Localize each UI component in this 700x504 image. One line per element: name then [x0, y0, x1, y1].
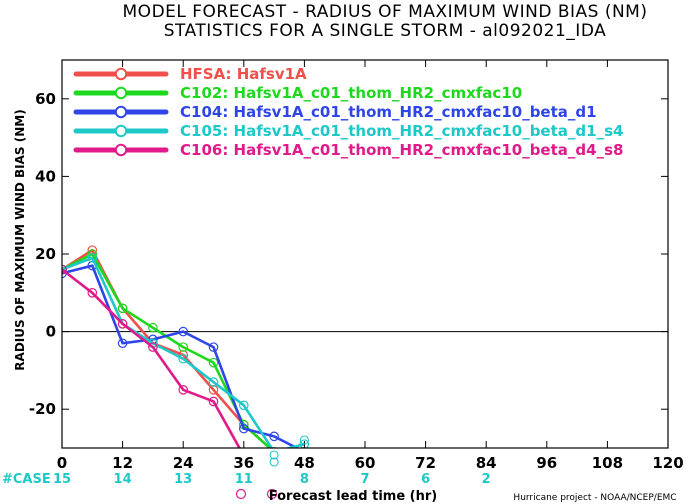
x-tick-label: 48	[294, 454, 315, 472]
legend-swatch-marker	[114, 86, 128, 100]
legend-swatch-marker	[114, 124, 128, 138]
x-tick-label: 84	[476, 454, 497, 472]
off-scale-marker	[266, 488, 278, 500]
case-row-label: #CASE	[2, 472, 51, 487]
x-tick-label: 0	[57, 454, 67, 472]
chart-subtitle: STATISTICS FOR A SINGLE STORM - al092021…	[164, 21, 606, 41]
data-point	[239, 400, 249, 411]
legend-swatch-marker	[114, 67, 128, 81]
legend-label: C104: Hafsv1A_c01_thom_HR2_cmxfac10_beta…	[180, 103, 597, 121]
series-4	[62, 253, 310, 448]
off-scale-marker	[299, 435, 309, 445]
legend-label: C102: Hafsv1A_c01_thom_HR2_cmxfac10	[180, 84, 522, 102]
data-point	[208, 377, 219, 387]
legend-entry: HFSA: Hafsv1A	[73, 65, 307, 83]
data-point	[87, 287, 98, 298]
case-count: 7	[360, 472, 369, 487]
data-point	[148, 322, 158, 333]
data-point	[299, 439, 310, 448]
x-tick-label: 24	[173, 454, 194, 472]
series-line	[62, 256, 305, 448]
off-scale-marker	[269, 457, 279, 467]
data-point	[117, 338, 128, 349]
legend-label: HFSA: Hafsv1A	[180, 65, 307, 83]
x-tick-label: 36	[233, 454, 254, 472]
x-tick-label: 96	[536, 454, 557, 472]
x-tick-label: 120	[652, 454, 683, 472]
data-point	[208, 396, 219, 407]
x-tick-label: 12	[112, 454, 133, 472]
legend-entry: C106: Hafsv1A_c01_thom_HR2_cmxfac10_beta…	[73, 141, 623, 159]
series-layer	[62, 245, 310, 448]
y-tick-label: 20	[35, 245, 56, 263]
data-point	[148, 342, 158, 352]
case-count: 15	[53, 472, 71, 487]
data-point	[62, 264, 67, 275]
credit-text: Hurricane project - NOAA/NCEP/EMC	[513, 493, 676, 503]
data-point	[87, 253, 98, 263]
data-point	[239, 423, 249, 434]
legend-label: C105: Hafsv1A_c01_thom_HR2_cmxfac10_beta…	[180, 122, 623, 140]
series-line	[62, 268, 241, 448]
case-count: 8	[300, 472, 309, 487]
legend-entry: C102: Hafsv1A_c01_thom_HR2_cmxfac10	[73, 84, 522, 102]
x-tick-label: 108	[592, 454, 623, 472]
x-tick-label: 60	[355, 454, 376, 472]
legend-swatch-marker	[114, 143, 128, 157]
data-point	[178, 342, 188, 352]
series-line	[62, 264, 300, 448]
data-point	[178, 384, 188, 395]
legend-label: C106: Hafsv1A_c01_thom_HR2_cmxfac10_beta…	[180, 141, 623, 159]
series-5	[62, 264, 241, 448]
case-count: 14	[114, 472, 132, 487]
axis-layer: 0 12 24 36 48 60 72 84 96 108 120 -20 0 20 40 60	[29, 60, 684, 472]
data-point	[178, 326, 188, 337]
case-counts-row: #CASE 15 14 13 11 8 7 6 2	[2, 435, 491, 500]
off-scale-marker	[269, 450, 279, 460]
case-count: 2	[482, 472, 491, 487]
data-point	[208, 384, 219, 395]
data-point	[117, 303, 128, 314]
series-line	[62, 248, 272, 448]
chart-title: MODEL FORECAST - RADIUS OF MAXIMUM WIND …	[123, 2, 648, 22]
y-axis-label: RADIUS OF MAXIMUM WIND BIAS (NM)	[13, 109, 27, 370]
y-tick-label: -20	[29, 400, 56, 418]
data-point	[117, 319, 128, 329]
data-point	[208, 357, 219, 368]
legend-entry: C104: Hafsv1A_c01_thom_HR2_cmxfac10_beta…	[73, 103, 597, 121]
y-tick-label: 0	[46, 323, 56, 341]
data-point	[269, 431, 279, 442]
case-count: 6	[421, 472, 430, 487]
case-count: 13	[174, 472, 192, 487]
data-point	[178, 353, 188, 364]
y-tick-label: 60	[35, 90, 56, 108]
legend-swatch-marker	[114, 105, 128, 119]
case-count: 11	[235, 472, 253, 487]
x-axis-label: Forecast lead time (hr)	[269, 489, 437, 504]
data-point	[208, 342, 219, 352]
y-tick-label: 40	[35, 167, 56, 185]
x-tick-label: 72	[415, 454, 436, 472]
off-scale-marker	[235, 488, 247, 500]
legend-entry: C105: Hafsv1A_c01_thom_HR2_cmxfac10_beta…	[73, 122, 623, 140]
